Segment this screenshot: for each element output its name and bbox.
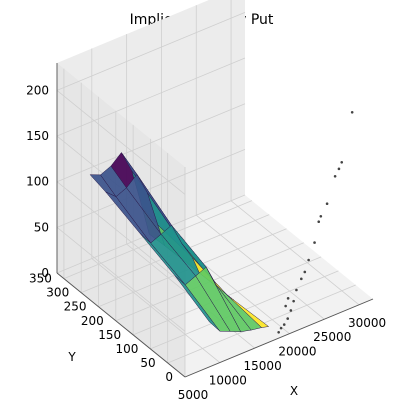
scatter-point (284, 304, 287, 308)
y-axis-line (56, 272, 186, 378)
z-grid-left (56, 181, 186, 287)
scatter-point (313, 241, 316, 244)
surface-plot (89, 152, 270, 332)
scatter-point (292, 299, 295, 303)
scatter-point (279, 326, 283, 330)
z-tick-label: 150 (26, 129, 49, 143)
y-tick-label: 100 (115, 342, 138, 356)
y-tick-label: 150 (98, 328, 121, 342)
scatter-point (277, 331, 280, 334)
x-tick-label: 20000 (278, 345, 316, 359)
z-tick-label: 50 (34, 220, 49, 234)
scatter-point (337, 167, 341, 171)
z-grid-back (56, 103, 246, 183)
scatter-point (300, 277, 303, 281)
scatter-point (286, 297, 290, 300)
z-grid-back (56, 57, 246, 137)
z-tick-label: 200 (26, 83, 49, 97)
y-tick-label: 0 (165, 370, 173, 384)
scatter-point (303, 270, 307, 274)
scatter-point (340, 160, 344, 164)
z-grid-back (56, 148, 246, 228)
x-axis-label: X (290, 384, 298, 398)
y-tick-label: 350 (29, 272, 52, 286)
surface-facet (226, 294, 270, 328)
axes-edges (56, 63, 374, 378)
x-axis-line (184, 298, 374, 378)
scatter-point (286, 317, 290, 320)
scatter-point (289, 309, 293, 312)
z-grid-left (56, 90, 186, 195)
z-grid-back (56, 12, 246, 91)
x-tick-label: 10000 (209, 374, 247, 388)
scatter-point (350, 110, 354, 114)
x-grid-floor (91, 258, 221, 363)
y-tick-label: 50 (140, 356, 155, 370)
y-axis-label: Y (67, 350, 76, 364)
z-tick-label: 0 (41, 266, 49, 280)
scatter-point (333, 174, 337, 178)
scatter-point (317, 220, 321, 224)
x-tick-label: 25000 (313, 330, 351, 344)
scatter-point (319, 214, 323, 218)
scatter-points (277, 110, 354, 334)
x-grid-floor (230, 200, 360, 306)
y-tick-label: 250 (64, 300, 87, 314)
x-tick-label: 30000 (348, 316, 386, 330)
axis-ticks: 5000100001500020000250003000005010015020… (26, 83, 386, 402)
x-tick-label: 15000 (244, 359, 282, 373)
z-tick-label: 100 (26, 175, 49, 189)
y-tick-label: 200 (81, 314, 104, 328)
z-grid-left (56, 227, 186, 332)
scatter-point (325, 202, 329, 206)
x-grid-floor (196, 214, 325, 320)
scatter-point (307, 258, 310, 262)
scatter-point (295, 288, 298, 292)
y-tick-label: 300 (46, 286, 69, 300)
x-tick-label: 5000 (178, 388, 209, 402)
scatter-point (282, 323, 286, 326)
